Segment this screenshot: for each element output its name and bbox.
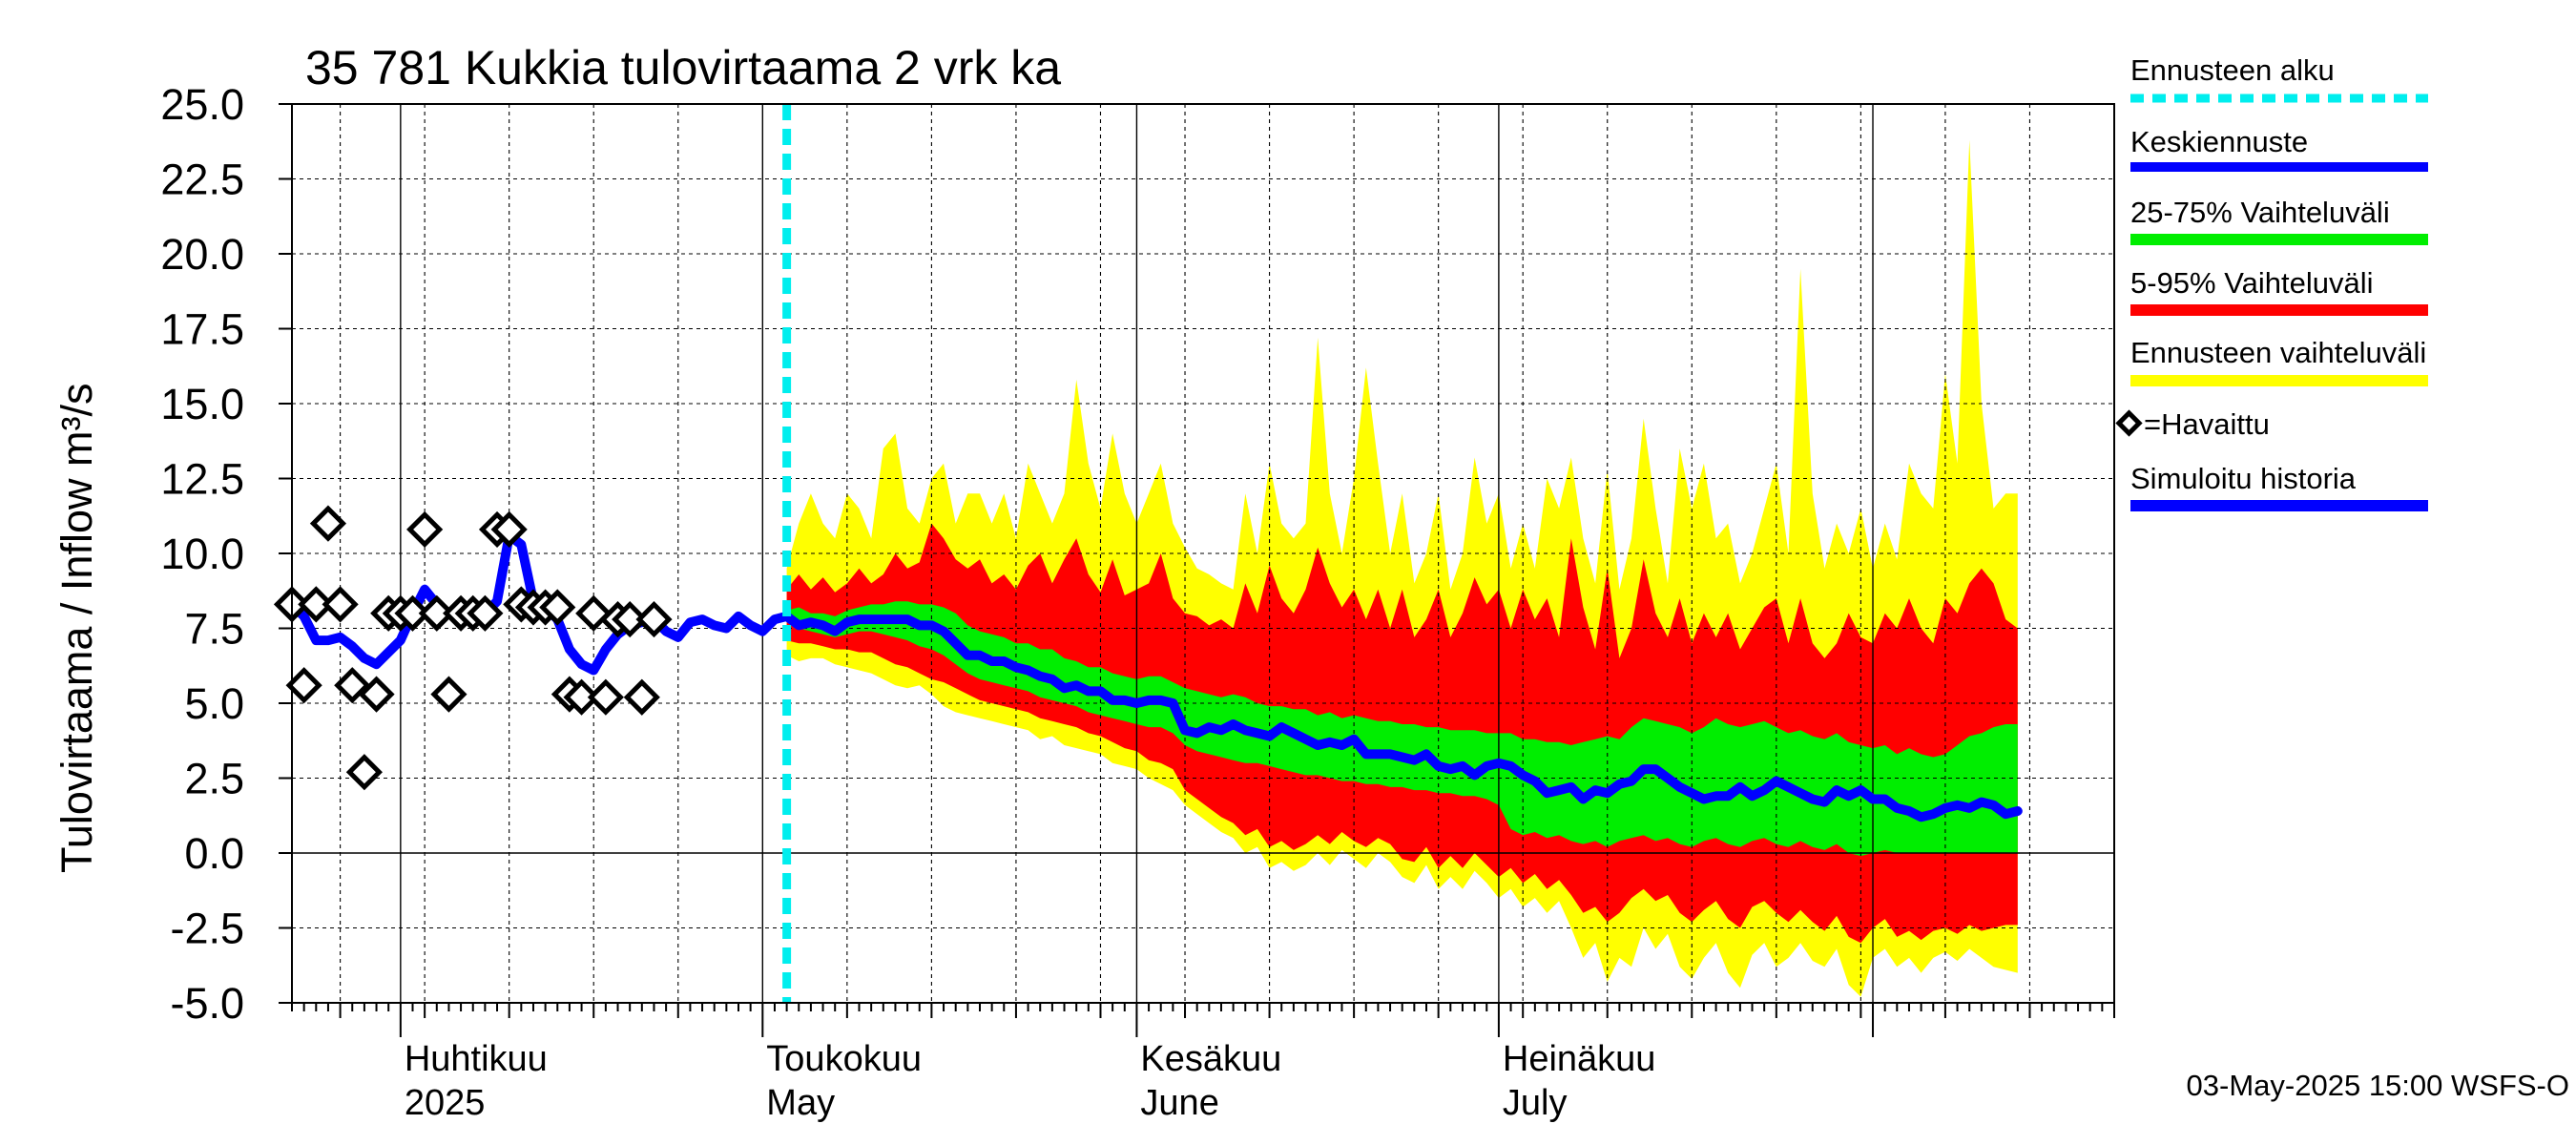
observed-point-29 xyxy=(623,678,660,716)
observed-point-3 xyxy=(309,505,347,542)
axes: 25.0 22.5 20.0 17.5 15.0 12.5 10.0 7.5 5.0 2.5 0.0… xyxy=(160,80,2115,1123)
y-tick-label-11: -2.5 xyxy=(170,905,244,953)
y-tick-label-1: 22.5 xyxy=(160,156,244,204)
y-tick-label-7: 7.5 xyxy=(184,605,244,654)
month-sublabel-1: May xyxy=(766,1083,835,1123)
y-tick-label-6: 10.0 xyxy=(160,530,244,578)
observed-point-16 xyxy=(467,594,504,632)
legend: Ennusteen alku Keskiennuste 25-75% Vaiht… xyxy=(2115,53,2428,511)
observed-point-6 xyxy=(345,754,383,791)
y-tick-label-9: 2.5 xyxy=(184,755,244,803)
y-tick-label-0: 25.0 xyxy=(160,80,244,129)
month-label-1: Toukokuu xyxy=(766,1039,922,1079)
observed-point-12 xyxy=(418,594,455,632)
month-label-0: Huhtikuu xyxy=(405,1039,548,1079)
month-sublabel-0: 2025 xyxy=(405,1083,486,1123)
legend-forecast-start-label: Ennusteen alku xyxy=(2130,53,2335,87)
y-tick-label-10: 0.0 xyxy=(184,829,244,878)
observed-point-4 xyxy=(322,586,359,623)
y-tick-label-8: 5.0 xyxy=(184,679,244,728)
grid xyxy=(292,103,2114,1004)
month-sublabel-2: June xyxy=(1140,1083,1218,1123)
chart-title: 35 781 Kukkia tulovirtaama 2 vrk ka xyxy=(305,41,1061,94)
observed-point-18 xyxy=(490,510,528,548)
observed-point-7 xyxy=(358,676,395,713)
median-forecast-line xyxy=(781,611,2023,822)
observed-point-22 xyxy=(539,589,576,626)
legend-median-label: Keskiennuste xyxy=(2130,125,2308,158)
legend-p25-75-label: 25-75% Vaihteluväli xyxy=(2130,196,2390,229)
legend-range-label: Ennusteen vaihteluväli xyxy=(2130,336,2426,369)
month-sublabel-3: July xyxy=(1503,1083,1568,1123)
observed-point-2 xyxy=(298,586,335,623)
observed-point-24 xyxy=(563,678,600,716)
legend-observed-marker xyxy=(2115,409,2143,437)
observed-point-5 xyxy=(334,667,371,704)
observed-point-28 xyxy=(612,600,649,638)
observed-point-26 xyxy=(587,678,624,716)
y-tick-label-12: -5.0 xyxy=(170,979,244,1028)
legend-p5-95-label: 5-95% Vaihteluväli xyxy=(2130,266,2373,300)
observed-point-13 xyxy=(430,676,467,713)
y-tick-label-3: 17.5 xyxy=(160,305,244,354)
observed-point-30 xyxy=(635,600,673,638)
y-tick-label-2: 20.0 xyxy=(160,230,244,279)
legend-simulated-label: Simuloitu historia xyxy=(2130,462,2357,495)
observed-point-11 xyxy=(406,510,444,549)
observed-point-1 xyxy=(285,667,322,704)
observed-point-10 xyxy=(394,594,431,632)
observed-points xyxy=(273,505,673,791)
y-tick-label-4: 15.0 xyxy=(160,380,244,428)
y-axis-label: Tulovirtaama / Inflow m³/s xyxy=(52,384,101,873)
month-label-2: Kesäkuu xyxy=(1140,1039,1281,1079)
month-label-3: Heinäkuu xyxy=(1503,1039,1656,1079)
y-tick-label-5: 12.5 xyxy=(160,455,244,504)
forecast-bands xyxy=(786,139,2018,997)
band-25-75 xyxy=(786,601,2018,857)
legend-observed-label: =Havaittu xyxy=(2144,407,2270,441)
timestamp: 03-May-2025 15:00 WSFS-O xyxy=(2187,1069,2569,1102)
